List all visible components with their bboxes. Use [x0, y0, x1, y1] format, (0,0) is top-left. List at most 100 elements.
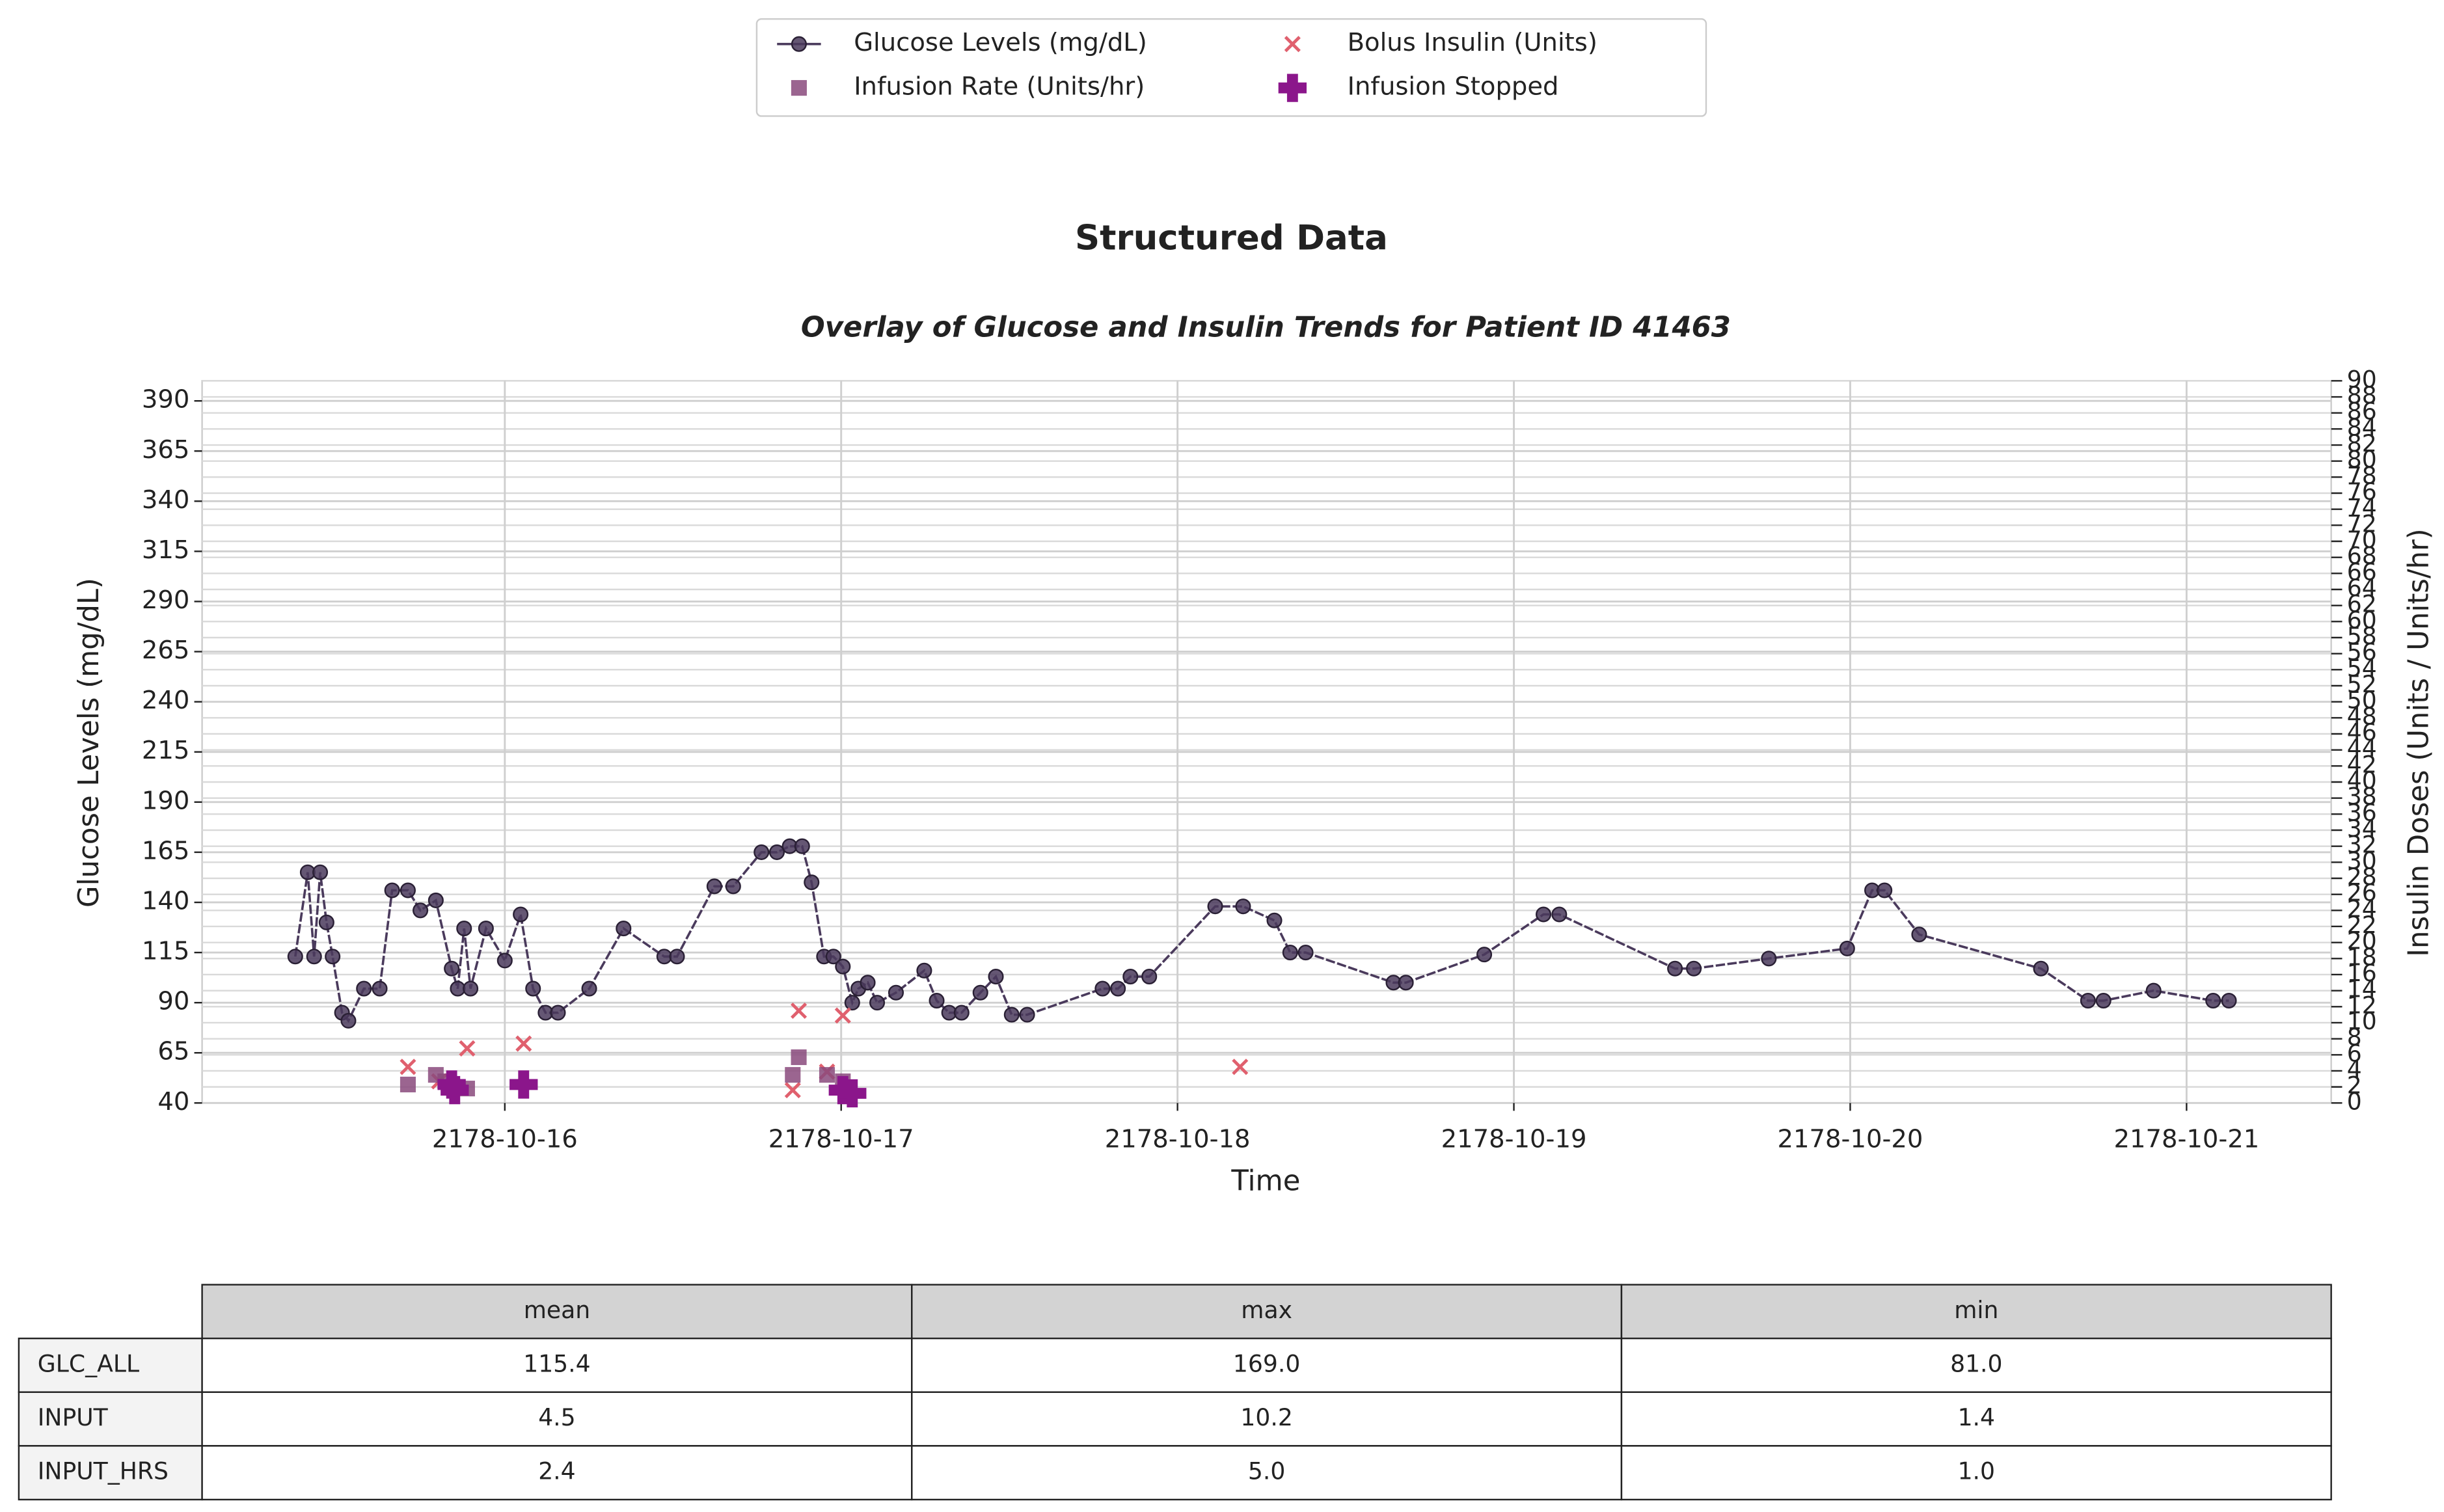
- data-point: [972, 984, 988, 1001]
- data-point: [550, 1005, 566, 1021]
- y2-tick-label: 64: [2347, 574, 2377, 602]
- y2-tick-label: 36: [2347, 798, 2377, 826]
- cell-text: 2.4: [538, 1457, 575, 1485]
- data-point: [860, 975, 876, 991]
- y-tick-label: 215: [142, 736, 190, 765]
- data-point: [888, 984, 904, 1001]
- y2-tick-label: 42: [2347, 750, 2377, 778]
- data-point: [929, 993, 945, 1009]
- y2-tick-label: 16: [2347, 959, 2377, 987]
- y2-tick-label: 66: [2347, 558, 2377, 586]
- y-tick-label: 340: [142, 485, 190, 515]
- y2-tick-label: 54: [2347, 654, 2377, 682]
- x-tick-label: 2178-10-17: [768, 1125, 914, 1154]
- data-point: [1094, 980, 1111, 997]
- y2-tick-label: 58: [2347, 622, 2377, 650]
- data-point: [444, 960, 460, 977]
- data-point: [525, 980, 541, 997]
- chart-subtitle: Overlay of Glucose and Insulin Trends fo…: [801, 311, 1731, 344]
- y2-tick-label: 60: [2347, 606, 2377, 634]
- y2-tick-label: 80: [2347, 446, 2377, 474]
- data-point: [478, 921, 494, 937]
- data-point: [441, 1075, 469, 1105]
- data-point: [2205, 993, 2221, 1009]
- data-point: [400, 1076, 416, 1092]
- data-point: [825, 949, 841, 965]
- cell: [1620, 1337, 2332, 1393]
- data-point: [306, 949, 322, 965]
- y-tick-label: 390: [142, 385, 190, 414]
- data-point: [1911, 926, 1927, 943]
- data-point: [953, 1005, 970, 1021]
- data-point: [1207, 898, 1223, 915]
- data-point: [706, 878, 722, 895]
- data-point: [581, 980, 597, 997]
- legend-marker: [791, 36, 807, 52]
- data-point: [791, 1049, 807, 1066]
- data-point: [844, 995, 860, 1011]
- row-header-cell: [18, 1391, 203, 1447]
- data-point: [725, 878, 741, 895]
- legend-marker: [791, 80, 807, 96]
- y2-tick-label: 0: [2347, 1087, 2362, 1115]
- legend-box: [755, 18, 1707, 117]
- data-point: [656, 949, 672, 965]
- data-point: [838, 1079, 867, 1108]
- y2-tick-label: 4: [2347, 1055, 2362, 1083]
- y2-tick-label: 22: [2347, 911, 2377, 939]
- grid: 0246810121416182022242628303234363840424…: [142, 365, 2377, 1154]
- data-point: [356, 980, 372, 997]
- legend-label: Bolus Insulin (Units): [1348, 28, 1597, 57]
- y2-tick-label: 68: [2347, 542, 2377, 570]
- data-point: [791, 1002, 808, 1019]
- y-tick-label: 140: [142, 886, 190, 915]
- y2-tick-label: 20: [2347, 927, 2377, 955]
- legend: Glucose Levels (mg/dL) Bolus Insulin (Uni…: [777, 28, 1597, 102]
- data-point: [1839, 940, 1855, 956]
- header-cell: [911, 1284, 1623, 1340]
- y2-tick-label: 46: [2347, 718, 2377, 746]
- data-point: [834, 1007, 851, 1024]
- column-header: max: [1241, 1296, 1292, 1324]
- row-header-cell: [18, 1445, 203, 1501]
- data-point: [616, 921, 632, 937]
- data-point: [819, 1067, 835, 1083]
- legend-marker: [1278, 74, 1307, 102]
- data-point: [1398, 975, 1414, 991]
- row-header: GLC_ALL: [38, 1349, 139, 1377]
- cell-text: 169.0: [1233, 1349, 1300, 1377]
- y2-tick-label: 38: [2347, 783, 2377, 811]
- y2-tick-label: 88: [2347, 381, 2377, 409]
- x-tick-label: 2178-10-20: [1778, 1125, 1923, 1154]
- y2-tick-label: 18: [2347, 943, 2377, 971]
- data-point: [1110, 980, 1126, 997]
- cell: [1620, 1391, 2332, 1447]
- data-point: [428, 892, 444, 908]
- cell-text: 10.2: [1240, 1403, 1292, 1431]
- y2-tick-label: 70: [2347, 526, 2377, 554]
- y-tick-label: 115: [142, 937, 190, 966]
- legend-label: Infusion Rate (Units/hr): [854, 72, 1145, 101]
- data-point: [1141, 969, 1158, 985]
- data-point: [794, 838, 810, 854]
- column-header: min: [1954, 1296, 1998, 1324]
- data-point: [835, 958, 851, 975]
- y-axis-label: Glucose Levels (mg/dL): [73, 578, 105, 908]
- data-point: [2095, 993, 2111, 1009]
- legend-label: Glucose Levels (mg/dL): [854, 28, 1147, 57]
- data-point: [988, 969, 1004, 985]
- data-point: [450, 980, 466, 997]
- x-axis-label: Time: [1230, 1165, 1300, 1198]
- y2-tick-label: 32: [2347, 831, 2377, 859]
- data-point: [784, 1082, 801, 1099]
- plot-area: [287, 838, 2237, 1108]
- cell-text: 1.4: [1958, 1403, 1995, 1431]
- cell: [911, 1445, 1623, 1501]
- y2-tick-label: 52: [2347, 670, 2377, 698]
- data-point: [785, 1067, 801, 1083]
- data-point: [2033, 960, 2049, 977]
- data-point: [318, 914, 334, 930]
- data-point: [1877, 882, 1893, 898]
- data-point: [1282, 945, 1298, 961]
- y-tick-label: 315: [142, 535, 190, 565]
